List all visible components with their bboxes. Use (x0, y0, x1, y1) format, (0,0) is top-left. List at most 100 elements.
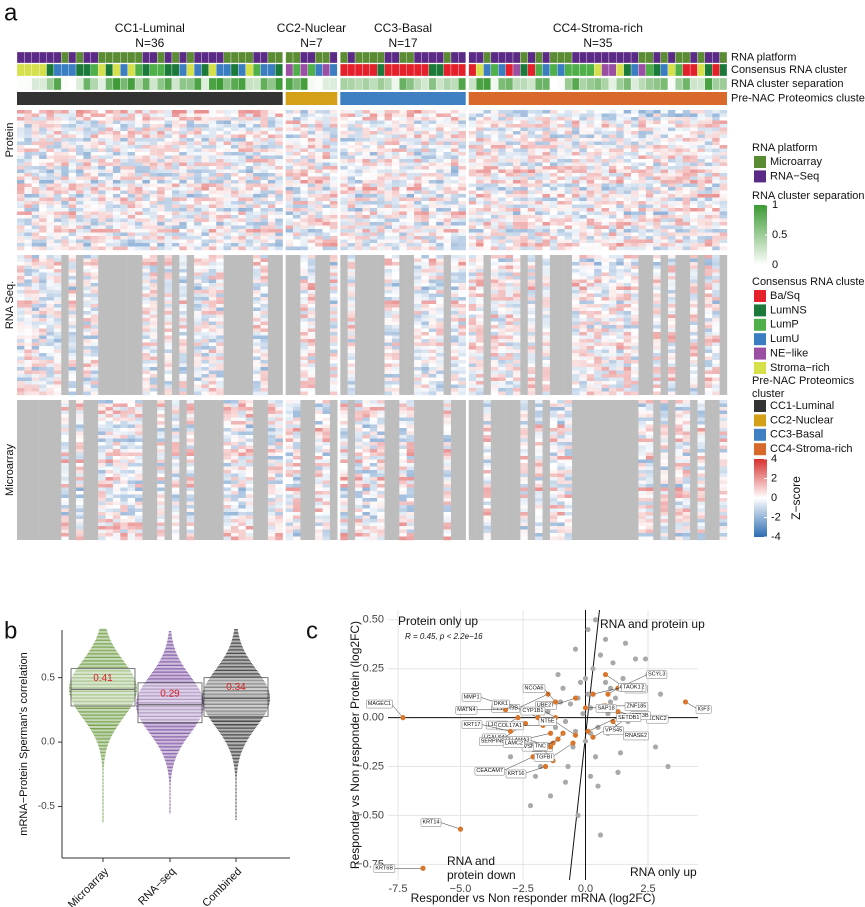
heatmap-cell (315, 403, 323, 408)
heatmap-cell (355, 491, 363, 495)
heatmap-cell (436, 134, 444, 139)
heatmap-cell (406, 110, 415, 114)
track-cell (112, 77, 121, 91)
heatmap-cell (201, 339, 210, 343)
track-cell (46, 77, 55, 91)
heatmap-cell (450, 279, 459, 284)
heatmap-cell (340, 512, 348, 516)
heatmap-cell (105, 522, 114, 527)
heatmap-cell (105, 515, 114, 520)
heatmap-cell (120, 403, 128, 408)
heatmap-cell (83, 353, 91, 357)
heatmap-cell (322, 480, 331, 485)
heatmap-cell (300, 110, 308, 114)
heatmap-cell (414, 353, 422, 357)
heatmap-cell (17, 176, 25, 181)
heatmap-cell (428, 124, 437, 128)
heatmap-cell (329, 384, 338, 389)
heatmap-cell (428, 339, 437, 343)
heatmap-cell (260, 370, 269, 375)
heatmap-cell (39, 183, 47, 188)
heatmap-cell (414, 173, 422, 177)
heatmap-cell (369, 505, 378, 509)
heatmap-cell (201, 225, 210, 230)
heatmap-cell (406, 162, 415, 167)
heatmap-cell (369, 473, 378, 478)
heatmap-cell (216, 162, 224, 167)
heatmap-cell (157, 194, 165, 198)
heatmap-cell (355, 134, 363, 139)
heatmap-cell (406, 243, 415, 247)
heatmap-cell (157, 232, 165, 237)
heatmap-cell (230, 222, 239, 226)
heatmap-cell (201, 148, 210, 153)
heatmap-cell (340, 487, 348, 492)
heatmap-cell (406, 466, 415, 471)
heatmap-cell (428, 180, 437, 184)
heatmap-cell (300, 290, 308, 294)
heatmap-cell (340, 445, 348, 450)
heatmap-cell (135, 229, 143, 233)
heatmap-cell (399, 438, 407, 443)
heatmap-cell (157, 204, 165, 209)
heatmap-cell (384, 194, 393, 198)
track-cell (369, 51, 378, 64)
heatmap-cell (105, 162, 114, 167)
heatmap-cell (76, 232, 84, 237)
heatmap-cell (399, 138, 407, 142)
track-cell (399, 77, 407, 91)
heatmap-cell (436, 239, 444, 244)
heatmap-cell (414, 258, 422, 263)
heatmap-cell (164, 117, 173, 121)
heatmap-cell (238, 236, 246, 240)
heatmap-cell (377, 526, 385, 530)
track-cell (458, 51, 466, 64)
heatmap-cell (267, 512, 276, 516)
track-cell (223, 63, 232, 77)
heatmap-cell (238, 169, 246, 174)
heatmap-cell (362, 229, 371, 233)
heatmap-cell (245, 466, 254, 471)
heatmap-cell (112, 466, 121, 471)
heatmap-cell (450, 255, 459, 259)
heatmap-cell (76, 522, 84, 527)
heatmap-cell (83, 141, 91, 146)
heatmap-cell (127, 519, 136, 523)
heatmap-cell (223, 117, 232, 121)
heatmap-cell (428, 110, 437, 114)
heatmap-cell (194, 265, 202, 270)
heatmap-cell (216, 222, 224, 226)
heatmap-cell (53, 152, 62, 156)
heatmap-cell (377, 152, 385, 156)
heatmap-cell (315, 512, 323, 516)
heatmap-cell (245, 134, 254, 139)
heatmap-cell (90, 381, 99, 385)
heatmap-cell (24, 124, 32, 128)
heatmap-cell (112, 120, 121, 125)
track-cell (292, 77, 301, 91)
heatmap-cell (355, 113, 363, 118)
heatmap-cell (171, 515, 180, 520)
track-cell (362, 63, 370, 77)
heatmap-cell (46, 283, 55, 287)
heatmap-cell (230, 491, 239, 495)
heatmap-cell (443, 183, 452, 188)
heatmap-cell (275, 424, 283, 429)
heatmap-cell (414, 225, 422, 230)
heatmap-cell (450, 239, 459, 244)
heatmap-cell (355, 421, 363, 425)
track-cell (377, 63, 385, 77)
heatmap-cell (17, 232, 25, 237)
heatmap-cell (450, 124, 459, 128)
heatmap-cell (149, 131, 158, 135)
track-cell (120, 51, 128, 64)
heatmap-cell (24, 311, 32, 315)
heatmap-cell (112, 138, 121, 142)
heatmap-cell (275, 208, 283, 212)
heatmap-cell (347, 215, 356, 219)
heatmap-cell (369, 141, 378, 146)
heatmap-cell (406, 208, 415, 212)
heatmap-cell (98, 508, 106, 513)
heatmap-cell (90, 197, 99, 202)
heatmap-cell (238, 120, 246, 125)
